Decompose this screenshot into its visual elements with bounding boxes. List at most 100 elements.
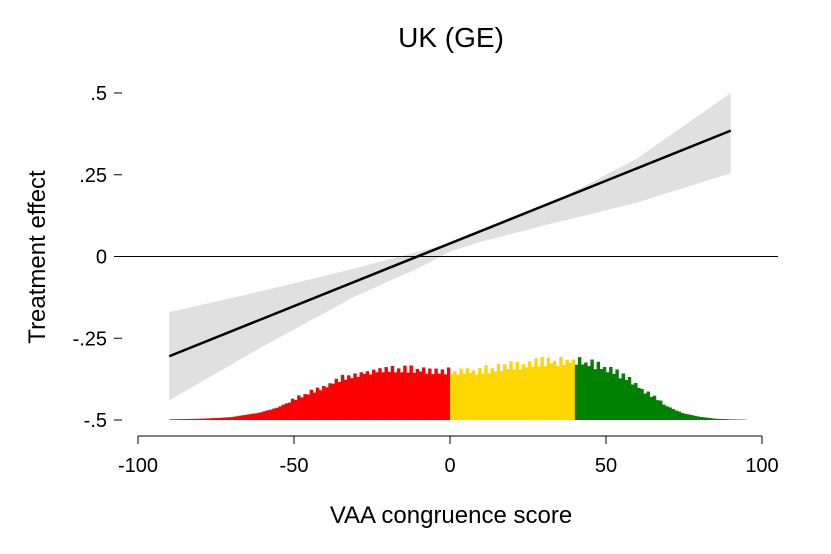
histogram-bar bbox=[696, 416, 700, 420]
histogram-bar bbox=[693, 415, 697, 420]
histogram-bar bbox=[256, 412, 260, 420]
x-tick-label: 0 bbox=[444, 455, 455, 477]
histogram-bar bbox=[300, 397, 304, 420]
histogram-bar bbox=[662, 404, 666, 420]
histogram-bar bbox=[615, 369, 619, 420]
y-tick-label: .5 bbox=[90, 83, 107, 105]
histogram-bar bbox=[325, 387, 329, 420]
histogram-bar bbox=[169, 419, 173, 420]
histogram-bar bbox=[643, 393, 647, 420]
histogram-bar bbox=[421, 367, 426, 420]
histogram-bar bbox=[431, 374, 435, 420]
histogram-bar bbox=[315, 387, 320, 420]
histogram-bar bbox=[216, 417, 220, 420]
histogram-bar bbox=[565, 359, 569, 420]
histogram-bar bbox=[637, 387, 641, 420]
histogram-bar bbox=[680, 413, 685, 420]
histogram-bar bbox=[343, 379, 348, 420]
histogram-bar bbox=[468, 373, 473, 420]
histogram-bar bbox=[718, 418, 722, 420]
histogram-bar bbox=[487, 373, 491, 420]
histogram-bar bbox=[524, 367, 529, 420]
histogram-bar bbox=[450, 373, 454, 420]
histogram-bar bbox=[515, 361, 519, 420]
histogram-bar bbox=[568, 362, 572, 420]
histogram-bar bbox=[359, 372, 363, 420]
histogram-bar bbox=[209, 418, 214, 420]
histogram-bar bbox=[225, 417, 229, 420]
histogram-bar bbox=[708, 418, 713, 420]
y-tick-label: -.25 bbox=[73, 328, 107, 350]
fit-line bbox=[168, 129, 732, 358]
histogram-bar bbox=[499, 371, 504, 420]
histogram-bar bbox=[503, 364, 507, 420]
histogram-bar bbox=[378, 368, 382, 420]
histogram-bar bbox=[571, 359, 576, 420]
histogram-layer bbox=[169, 356, 747, 420]
histogram-bar bbox=[456, 374, 460, 420]
histogram-bar bbox=[627, 377, 632, 420]
histogram-bar bbox=[172, 419, 176, 420]
histogram-bar bbox=[512, 369, 516, 420]
histogram-bar bbox=[272, 408, 276, 420]
histogram-bar bbox=[406, 372, 410, 420]
histogram-bar bbox=[543, 366, 548, 420]
y-tick-label: -.5 bbox=[84, 410, 107, 432]
histogram-bar bbox=[462, 373, 466, 420]
histogram-bar bbox=[353, 373, 357, 420]
histogram-bar bbox=[194, 418, 198, 420]
histogram-bar bbox=[187, 418, 192, 420]
histogram-bar bbox=[203, 418, 207, 420]
histogram-bar bbox=[618, 378, 622, 420]
histogram-bar bbox=[668, 407, 672, 420]
histogram-bar bbox=[602, 367, 607, 420]
histogram-bar bbox=[269, 409, 273, 420]
histogram-bar bbox=[206, 418, 211, 420]
histogram-bar bbox=[471, 370, 476, 420]
histogram-bar bbox=[459, 368, 463, 420]
histogram-bar bbox=[646, 391, 650, 420]
x-axis-title: VAA congruence score bbox=[330, 502, 572, 529]
x-tick-label: 50 bbox=[595, 455, 617, 477]
histogram-bar bbox=[559, 356, 563, 420]
histogram-bar bbox=[534, 358, 538, 420]
histogram-bar bbox=[562, 364, 566, 420]
histogram-bar bbox=[556, 366, 560, 420]
histogram-bar bbox=[730, 419, 735, 420]
histogram-bar bbox=[727, 419, 732, 420]
histogram-bar bbox=[484, 365, 488, 420]
histogram-bar bbox=[418, 371, 423, 420]
histogram-bar bbox=[659, 400, 663, 420]
histogram-bar bbox=[506, 368, 510, 420]
y-axis: -.5 -.25 0 .25 .5 bbox=[73, 83, 122, 432]
histogram-bar bbox=[677, 411, 682, 420]
x-axis: -100 -50 0 50 100 bbox=[118, 435, 779, 477]
histogram-bar bbox=[262, 411, 267, 420]
histogram-bar bbox=[574, 364, 579, 420]
histogram-bar bbox=[634, 383, 638, 420]
histogram-bar bbox=[428, 368, 432, 420]
histogram-bar bbox=[655, 400, 660, 420]
histogram-bar bbox=[297, 395, 301, 420]
histogram-bar bbox=[702, 417, 707, 420]
histogram-bar bbox=[178, 419, 182, 420]
histogram-bar bbox=[493, 371, 498, 420]
histogram-bar bbox=[234, 416, 239, 420]
histogram-bar bbox=[244, 414, 248, 420]
histogram-bar bbox=[400, 372, 404, 420]
histogram-bar bbox=[237, 415, 242, 420]
histogram-bar bbox=[197, 418, 201, 420]
histogram-bar bbox=[590, 359, 594, 420]
histogram-bar bbox=[630, 384, 635, 420]
histogram-bar bbox=[705, 417, 710, 420]
histogram-bar bbox=[509, 361, 513, 420]
histogram-bar bbox=[621, 373, 626, 420]
histogram-bar bbox=[294, 399, 298, 420]
histogram-bar bbox=[368, 374, 373, 420]
histogram-bar bbox=[240, 415, 245, 420]
histogram-bar bbox=[219, 417, 223, 420]
histogram-bar bbox=[665, 406, 669, 420]
histogram-bar bbox=[443, 374, 448, 420]
confidence-band bbox=[169, 93, 731, 401]
histogram-bar bbox=[328, 383, 332, 420]
